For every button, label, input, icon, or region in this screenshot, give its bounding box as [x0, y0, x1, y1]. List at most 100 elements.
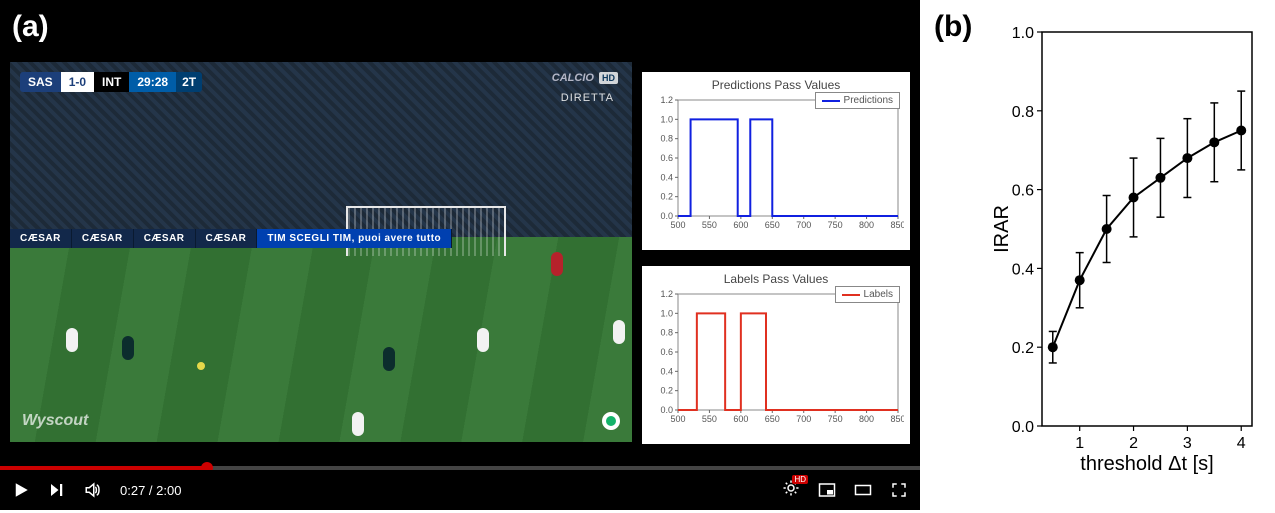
hd-badge: HD [792, 475, 808, 484]
irar-chart: 0.0 0.2 0.4 0.6 0.8 1.0 1 2 3 4 IRAR threshold Δt [… [992, 12, 1262, 482]
svg-text:850: 850 [890, 414, 904, 424]
svg-text:700: 700 [796, 220, 811, 230]
ad-board-item: CÆSAR [72, 229, 134, 248]
settings-icon[interactable]: HD [782, 479, 800, 502]
irar-ylabel: IRAR [992, 205, 1013, 253]
theater-icon[interactable] [854, 481, 872, 499]
svg-text:0.4: 0.4 [660, 366, 673, 376]
svg-text:0.2: 0.2 [1012, 340, 1034, 357]
svg-text:1: 1 [1075, 435, 1084, 452]
player-marker [352, 412, 364, 436]
timecode: 0:27 / 2:00 [120, 483, 181, 498]
player-marker [66, 328, 78, 352]
scoreboard: SAS 1-0 INT 29:28 2T [20, 72, 202, 92]
volume-icon[interactable] [84, 481, 102, 499]
controls-left: 0:27 / 2:00 [12, 481, 181, 499]
predictions-chart-title: Predictions Pass Values [648, 78, 904, 92]
ball-marker [197, 362, 205, 370]
svg-text:700: 700 [796, 414, 811, 424]
svg-text:550: 550 [702, 414, 717, 424]
svg-text:850: 850 [890, 220, 904, 230]
predictions-legend: Predictions [815, 92, 900, 109]
labels-chart-title: Labels Pass Values [648, 272, 904, 286]
svg-text:500: 500 [670, 220, 685, 230]
labels-legend-label: Labels [864, 289, 893, 300]
panel-a-label: (a) [12, 10, 49, 44]
svg-text:550: 550 [702, 220, 717, 230]
panel-b-label: (b) [934, 10, 972, 44]
scoreboard-half: 2T [176, 72, 202, 92]
fullscreen-icon[interactable] [890, 481, 908, 499]
irar-chart-svg: 0.0 0.2 0.4 0.6 0.8 1.0 1 2 3 4 IRAR threshold Δt [… [992, 12, 1262, 482]
ad-board-item: CÆSAR [10, 229, 72, 248]
next-icon[interactable] [48, 481, 66, 499]
svg-text:0.6: 0.6 [660, 153, 673, 163]
svg-text:1.2: 1.2 [660, 289, 673, 299]
broadcast-badge: CALCIO HD [552, 72, 618, 84]
svg-text:1.0: 1.0 [660, 114, 673, 124]
svg-text:1.0: 1.0 [660, 308, 673, 318]
svg-text:750: 750 [828, 220, 843, 230]
miniplayer-icon[interactable] [818, 481, 836, 499]
svg-text:0.4: 0.4 [1012, 261, 1034, 278]
svg-text:0.2: 0.2 [660, 192, 673, 202]
scoreboard-team1: SAS [20, 72, 61, 92]
labels-chart-svg: 0.00.20.40.60.81.01.25005506006507007508… [648, 288, 904, 428]
svg-text:0.8: 0.8 [1012, 104, 1034, 121]
scoreboard-team2: INT [94, 72, 129, 92]
svg-text:0.8: 0.8 [660, 134, 673, 144]
labels-legend: Labels [835, 286, 900, 303]
controls-right: HD [782, 479, 908, 502]
player-marker [383, 347, 395, 371]
duration: 2:00 [156, 483, 181, 498]
scoreboard-score: 1-0 [61, 72, 94, 92]
video-controls: 0:27 / 2:00 HD [0, 470, 920, 510]
pitch-backdrop [10, 237, 632, 442]
predictions-mini-chart: Predictions Pass Values 0.00.20.40.60.81… [642, 72, 910, 250]
svg-text:0.4: 0.4 [660, 172, 673, 182]
labels-legend-swatch [842, 294, 860, 296]
svg-text:3: 3 [1183, 435, 1192, 452]
ad-board-row: CÆSARCÆSARCÆSARCÆSARTIM SCEGLI TIM, puoi… [10, 229, 632, 248]
svg-text:800: 800 [859, 414, 874, 424]
player-marker [613, 320, 625, 344]
svg-text:0.0: 0.0 [1012, 419, 1034, 436]
green-dot-icon [602, 412, 620, 430]
ad-board-item: CÆSAR [134, 229, 196, 248]
svg-text:0.2: 0.2 [660, 386, 673, 396]
broadcast-hd: HD [599, 72, 618, 84]
broadcast-label: CALCIO [552, 72, 594, 84]
svg-text:600: 600 [733, 414, 748, 424]
play-icon[interactable] [12, 481, 30, 499]
irar-xlabel: threshold Δt [s] [1080, 453, 1213, 475]
svg-text:0.6: 0.6 [1012, 183, 1034, 200]
svg-text:650: 650 [765, 414, 780, 424]
svg-text:2: 2 [1129, 435, 1138, 452]
svg-text:650: 650 [765, 220, 780, 230]
predictions-legend-swatch [822, 100, 840, 102]
ad-board-item: CÆSAR [196, 229, 258, 248]
player-marker [477, 328, 489, 352]
player-marker [122, 336, 134, 360]
watermark: Wyscout [22, 412, 88, 430]
mini-plot-column: Predictions Pass Values 0.00.20.40.60.81… [642, 72, 910, 444]
svg-text:800: 800 [859, 220, 874, 230]
labels-mini-chart: Labels Pass Values 0.00.20.40.60.81.01.2… [642, 266, 910, 444]
current-time: 0:27 [120, 483, 145, 498]
svg-text:1.2: 1.2 [660, 95, 673, 105]
scoreboard-time: 29:28 [129, 72, 176, 92]
svg-text:750: 750 [828, 414, 843, 424]
svg-text:4: 4 [1237, 435, 1246, 452]
panel-b: (b) 0.0 0.2 0.4 0.6 0.8 1.0 1 2 3 4 IRAR threshold … [920, 0, 1275, 513]
predictions-chart-svg: 0.00.20.40.60.81.01.25005506006507007508… [648, 94, 904, 234]
svg-text:0.8: 0.8 [660, 328, 673, 338]
predictions-legend-label: Predictions [844, 95, 893, 106]
diretta-label: DIRETTA [561, 92, 614, 104]
svg-text:0.6: 0.6 [660, 347, 673, 357]
svg-text:600: 600 [733, 220, 748, 230]
ad-board-promo: TIM SCEGLI TIM, puoi avere tutto [257, 229, 452, 248]
player-marker [551, 252, 563, 276]
svg-text:500: 500 [670, 414, 685, 424]
video-frame: CÆSARCÆSARCÆSARCÆSARTIM SCEGLI TIM, puoi… [10, 62, 632, 442]
svg-text:1.0: 1.0 [1012, 25, 1034, 42]
